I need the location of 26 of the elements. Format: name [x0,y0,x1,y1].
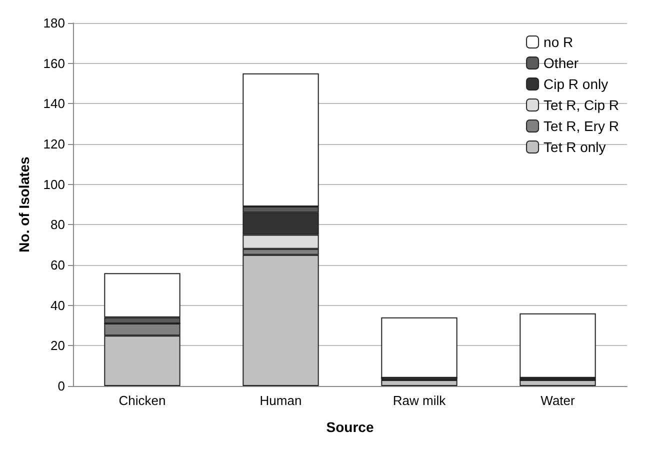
bar [381,317,458,378]
legend-label: no R [544,34,574,50]
y-tick-label: 40 [50,298,65,313]
x-tick-label: Water [540,393,576,408]
bar [381,380,458,386]
y-tick-label: 120 [43,136,65,152]
legend-label: Tet R, Ery R [544,118,620,134]
bar [520,380,596,386]
x-tick-label: Raw milk [392,393,446,408]
legend-label: Cip R only [544,76,608,92]
y-tick-label: 140 [43,96,65,112]
x-tick-label: Human [260,393,302,408]
x-axis-title: Source [326,419,374,435]
legend-label: Tet R only [544,139,606,155]
y-axis-title: No. of Isolates [16,156,32,252]
x-tick-label: Chicken [118,393,166,408]
bar [520,313,596,378]
y-tick-label: 100 [43,176,65,192]
legend-label: Other [544,55,579,71]
y-tick-label: 20 [50,338,65,354]
y-tick-label: 60 [50,258,65,272]
y-tick-label: 80 [50,217,65,232]
legend-label: Tet R, Cip R [544,97,620,113]
y-tick-label: 160 [43,56,65,71]
y-tick-label: 0 [58,378,65,394]
y-tick-label: 180 [43,16,65,30]
